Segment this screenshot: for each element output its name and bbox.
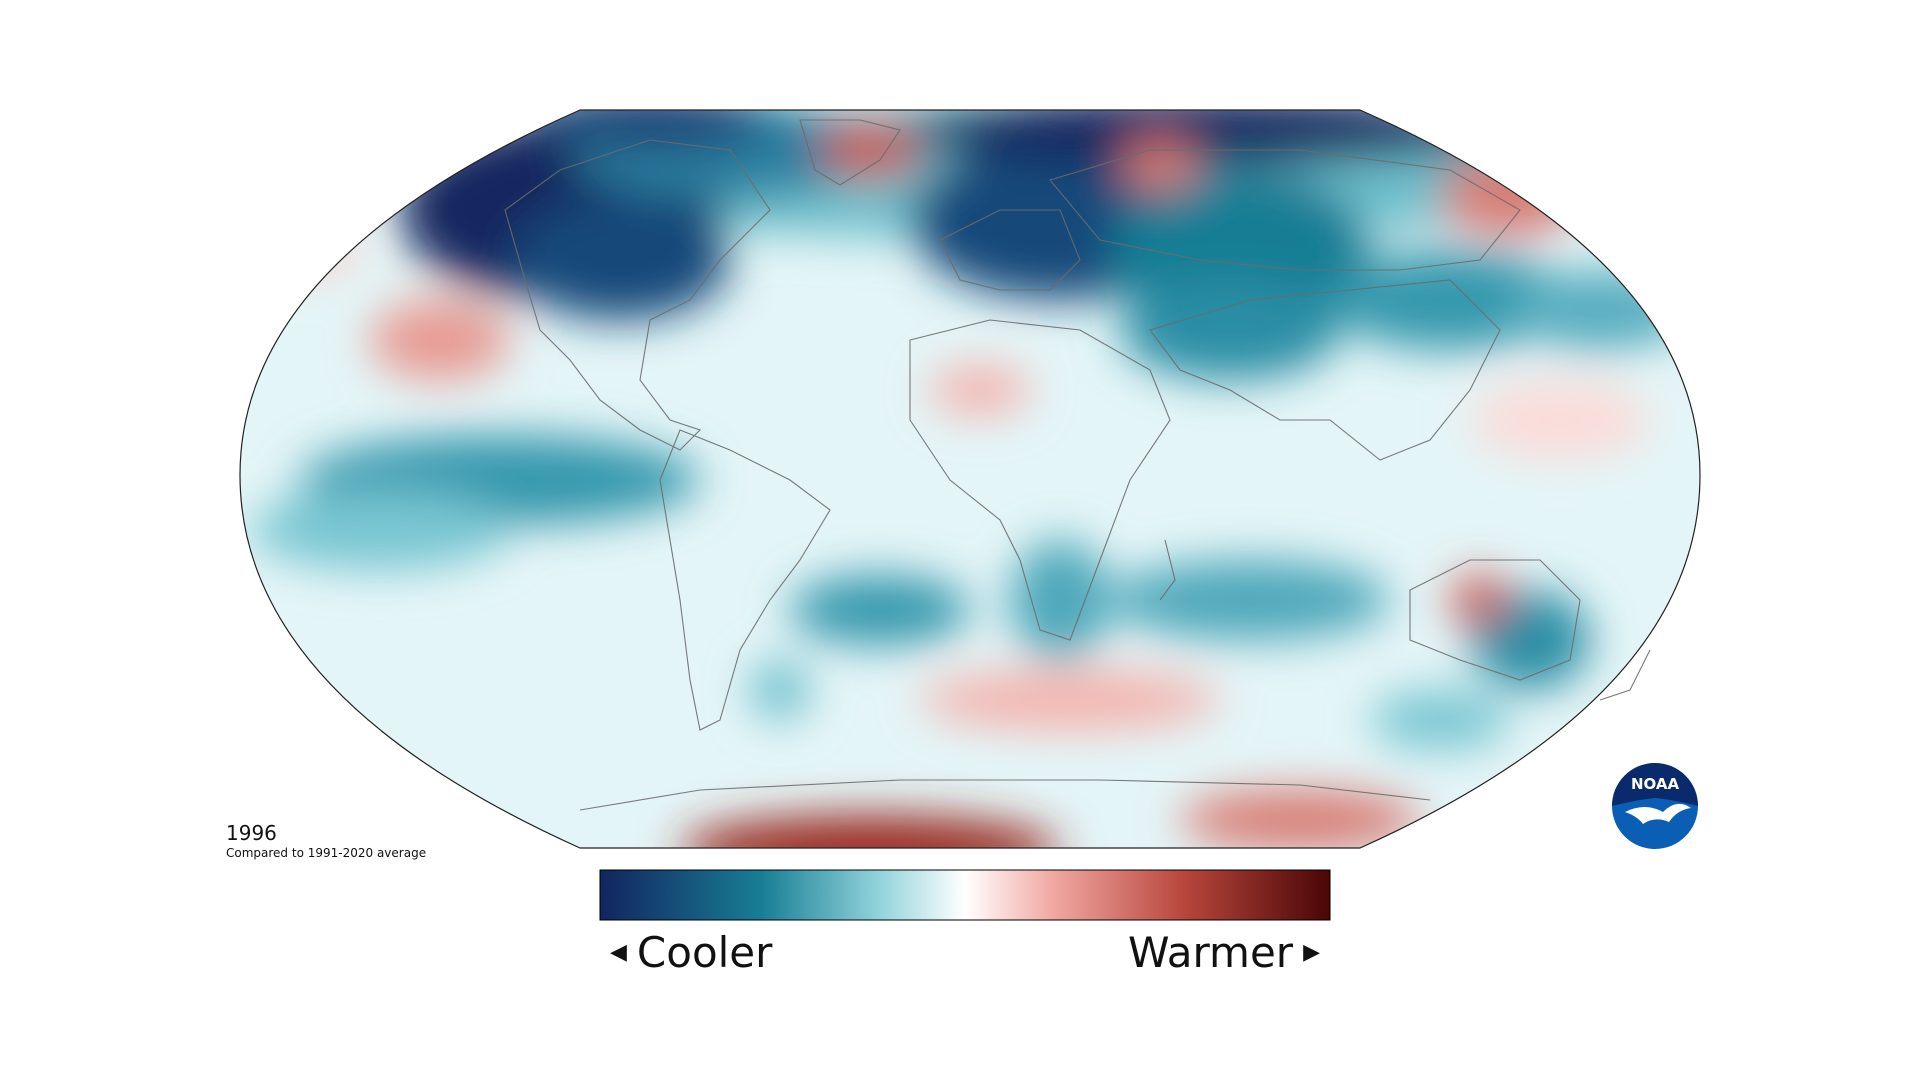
map-border (239, 109, 1701, 849)
baseline-caption: Compared to 1991-2020 average (226, 846, 427, 860)
left-arrow-icon: ◀ (610, 939, 627, 965)
warmer-label: Warmer (1127, 927, 1294, 977)
legend-warmer: Warmer ▶ (1127, 922, 1330, 982)
noaa-logo-text: NOAA (1631, 775, 1680, 793)
legend-cooler: ◀ Cooler (600, 922, 772, 982)
continent-outlines (504, 119, 1651, 811)
color-scale-bar (599, 869, 1331, 921)
right-arrow-icon: ▶ (1303, 939, 1320, 965)
cooler-label: Cooler (636, 927, 773, 977)
anomaly-field (240, 110, 1700, 848)
noaa-logo: NOAA (1612, 763, 1698, 849)
year-label: 1996 (226, 821, 277, 845)
